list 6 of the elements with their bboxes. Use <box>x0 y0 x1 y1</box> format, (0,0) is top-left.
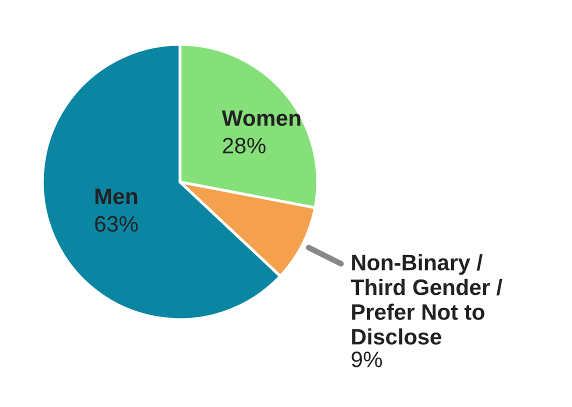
data-label: 9% <box>352 352 382 368</box>
slice-label: Men <box>96 188 138 204</box>
data-label: 63% <box>95 216 138 232</box>
data-label: 28% <box>222 138 266 154</box>
slice-label: Women <box>222 110 300 126</box>
slice-label: Non-Binary / Third Gender / Prefer Not to Disclose <box>350 254 502 345</box>
